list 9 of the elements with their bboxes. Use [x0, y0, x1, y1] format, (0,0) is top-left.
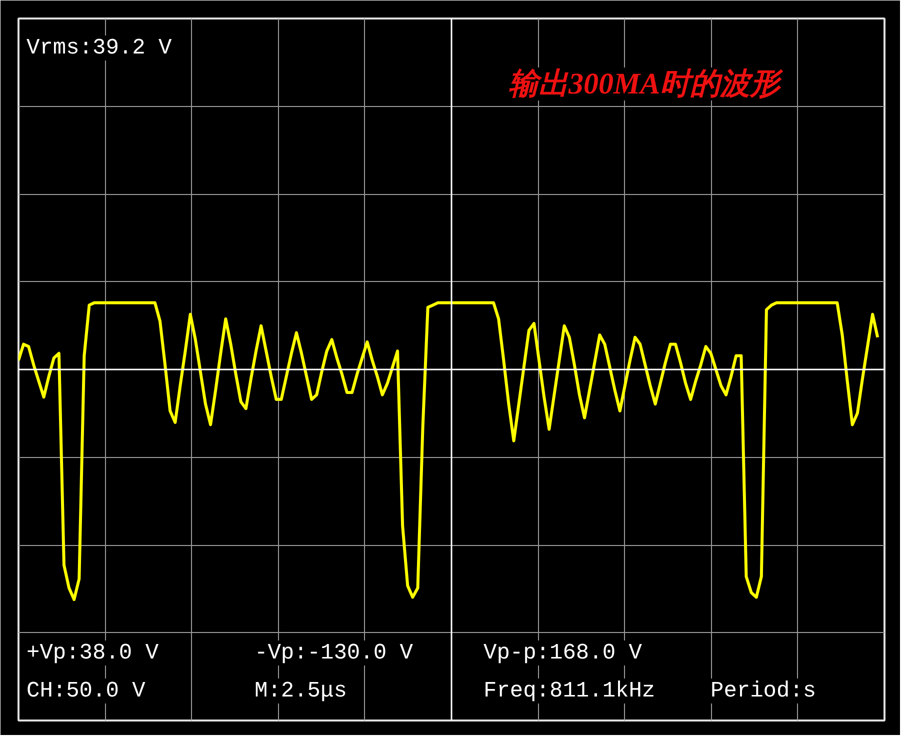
- text: +Vp:38.0 V: [26, 640, 160, 666]
- chart-title: 输出300MA时的波形: [508, 68, 784, 100]
- text: Freq:811.1kHz: [484, 678, 656, 704]
- text: CH:50.0 V: [26, 678, 146, 704]
- text: Vp-p:168.0 V: [484, 640, 643, 666]
- text: Vrms:39.2 V: [26, 36, 173, 60]
- text: Period:s: [710, 678, 816, 704]
- text: -Vp:-130.0 V: [254, 640, 414, 666]
- text: M:2.5μs: [254, 678, 347, 704]
